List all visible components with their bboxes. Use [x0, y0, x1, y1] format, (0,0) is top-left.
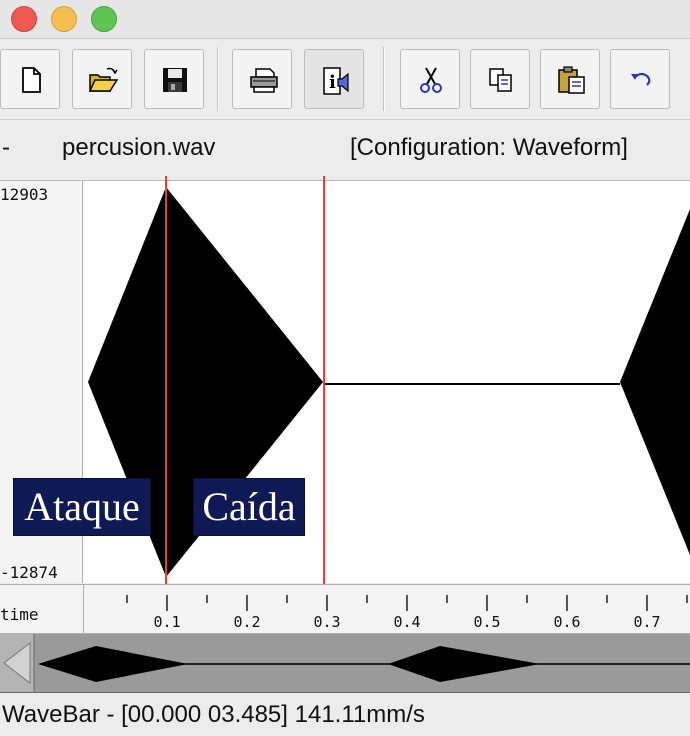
toolbar: i [0, 39, 690, 120]
overview-envelope-2 [388, 646, 540, 682]
waveform-canvas[interactable] [83, 181, 690, 583]
waveform-envelope-2 [620, 209, 690, 555]
print-button[interactable] [232, 49, 292, 109]
overview-envelope-1 [38, 646, 188, 682]
time-axis: 0.1 0.2 0.3 0.4 0.5 0.6 0.7 [83, 585, 690, 633]
new-document-icon [22, 67, 41, 93]
info-button[interactable]: i [304, 49, 364, 109]
undo-button[interactable] [610, 49, 670, 109]
printer-icon [250, 68, 278, 93]
close-window-button[interactable] [11, 6, 37, 32]
svg-text:i: i [329, 72, 336, 93]
file-info-bar: - percusion.wav [Configuration: Waveform… [0, 120, 690, 181]
info-prefix: - [2, 134, 10, 161]
new-file-button[interactable] [0, 49, 60, 109]
amplitude-max-label: 12903 [0, 185, 49, 204]
time-axis-bar: time 0.1 0.2 [0, 584, 690, 634]
wavebar-overview[interactable] [0, 634, 690, 693]
marker-decay[interactable] [323, 176, 325, 590]
status-bar: WaveBar - [00.000 03.485] 141.11mm/s [0, 693, 690, 736]
amplitude-min-label: -12874 [0, 563, 58, 582]
minimize-window-button[interactable] [51, 6, 77, 32]
time-tick-label: 0.7 [633, 613, 660, 631]
status-text: WaveBar - [00.000 03.485] 141.11mm/s [2, 701, 425, 728]
copy-button[interactable] [470, 49, 530, 109]
open-folder-icon [88, 67, 119, 92]
annotation-ataque: Ataque [14, 479, 150, 535]
paste-button[interactable] [540, 49, 600, 109]
waveform-svg [88, 187, 690, 577]
save-file-button[interactable] [144, 49, 204, 109]
scroll-left-arrow-icon [3, 641, 31, 685]
zoom-window-button[interactable] [91, 6, 117, 32]
annotation-caida: Caída [194, 479, 304, 535]
time-tick-label: 0.2 [233, 613, 260, 631]
info-speaker-icon: i [323, 67, 349, 95]
copy-icon [489, 68, 512, 92]
time-ticks-svg: 0.1 0.2 0.3 0.4 0.5 0.6 0.7 [126, 595, 688, 631]
configuration-label: [Configuration: Waveform] [350, 134, 628, 161]
cut-button[interactable] [400, 49, 460, 109]
open-file-button[interactable] [72, 49, 132, 109]
title-bar [0, 0, 690, 39]
time-tick-label: 0.3 [313, 613, 340, 631]
time-tick-label: 0.1 [153, 613, 180, 631]
filename-label: percusion.wav [62, 134, 216, 161]
floppy-disk-icon [163, 68, 187, 92]
time-tick-label: 0.5 [473, 613, 500, 631]
overview-svg [0, 634, 690, 692]
scissors-icon [420, 67, 442, 93]
marker-attack[interactable] [165, 176, 167, 590]
time-tick-label: 0.4 [393, 613, 420, 631]
clipboard-icon [558, 66, 585, 94]
time-tick-label: 0.6 [553, 613, 580, 631]
undo-arrow-icon [631, 72, 651, 86]
time-axis-label: time [0, 605, 39, 624]
